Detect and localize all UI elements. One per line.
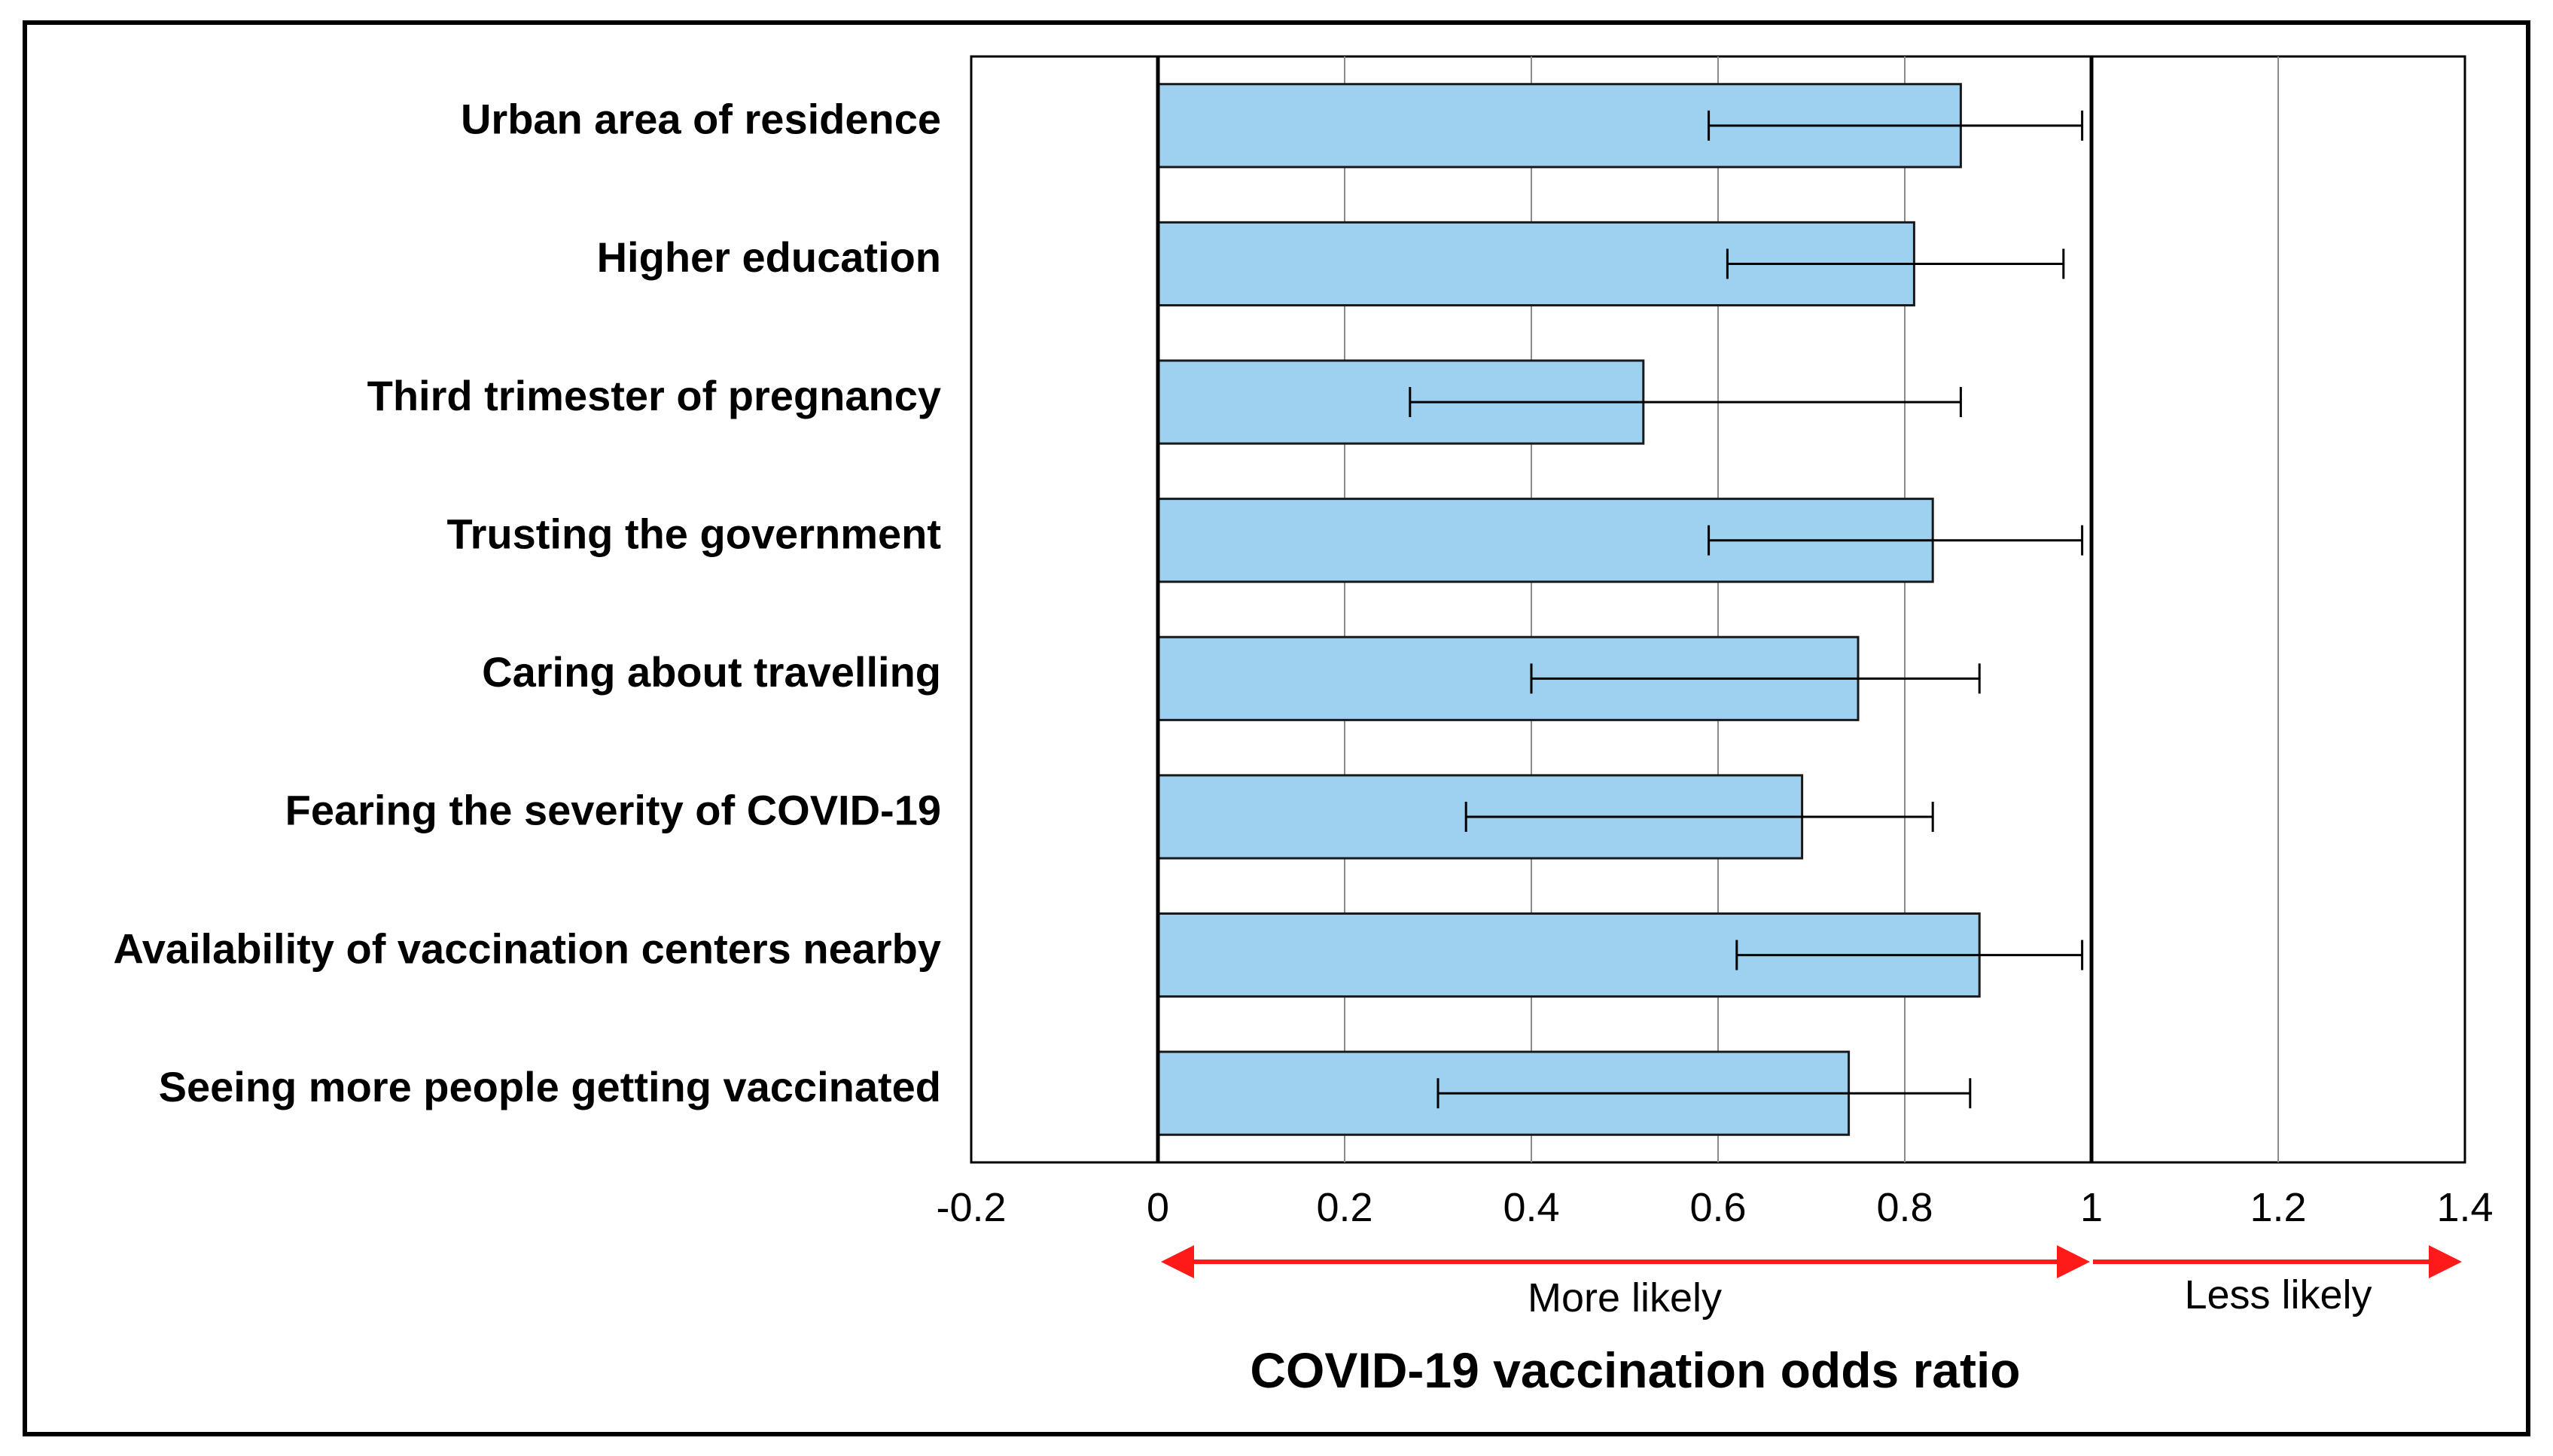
x-axis-title: COVID-19 vaccination odds ratio <box>1250 1342 2020 1398</box>
error-bars <box>1409 110 2084 1109</box>
category-label: Availability of vaccination centers near… <box>113 924 941 972</box>
category-label: Third trimester of pregnancy <box>367 372 941 419</box>
category-label: Seeing more people getting vaccinated <box>159 1063 941 1110</box>
x-tick-label: 1.4 <box>2436 1185 2493 1230</box>
x-tick-labels: -0.2 0 0.2 0.4 0.6 0.8 1 1.2 1.4 <box>936 1185 2493 1230</box>
x-tick-label: 0.6 <box>1689 1185 1746 1230</box>
more-likely-label: More likely <box>1528 1275 1722 1320</box>
category-label: Caring about travelling <box>482 648 941 696</box>
reference-lines <box>1156 56 2094 1162</box>
category-label: Urban area of residence <box>461 96 941 143</box>
x-tick-label: -0.2 <box>936 1185 1006 1230</box>
category-label: Trusting the government <box>447 510 942 557</box>
direction-arrows <box>1161 1245 2462 1278</box>
more-likely-arrowhead-right <box>2057 1245 2090 1278</box>
more-likely-arrowhead-left <box>1161 1245 1194 1278</box>
category-label: Higher education <box>597 233 941 281</box>
category-label: Fearing the severity of COVID-19 <box>285 787 941 834</box>
x-tick-label: 0.8 <box>1876 1185 1933 1230</box>
x-tick-label: 0.2 <box>1316 1185 1372 1230</box>
less-likely-arrowhead <box>2429 1245 2462 1278</box>
x-tick-label: 0 <box>1147 1185 1169 1230</box>
x-tick-label: 1 <box>2080 1185 2103 1230</box>
x-tick-label: 1.2 <box>2250 1185 2306 1230</box>
x-tick-label: 0.4 <box>1503 1185 1559 1230</box>
less-likely-label: Less likely <box>2184 1272 2372 1317</box>
category-labels: Urban area of residence Higher education T… <box>113 96 941 1110</box>
